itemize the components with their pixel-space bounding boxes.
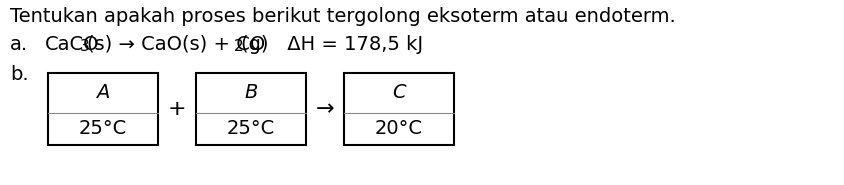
Text: +: + [168,99,187,119]
Bar [344,73,454,145]
Text: B: B [244,83,257,102]
Text: CaCO: CaCO [45,35,100,54]
Text: 2: 2 [234,39,244,54]
Bar [196,73,306,145]
Text: 25°C: 25°C [227,119,275,138]
Text: (s) → CaO(s) + CO: (s) → CaO(s) + CO [87,35,265,54]
Text: C: C [392,83,406,102]
Text: a.: a. [10,35,28,54]
Text: 25°C: 25°C [78,119,127,138]
Text: 20°C: 20°C [375,119,423,138]
Text: →: → [316,99,334,119]
Text: A: A [96,83,110,102]
Text: b.: b. [10,65,29,84]
Text: 3: 3 [79,39,89,54]
Text: (g)   ΔH = 178,5 kJ: (g) ΔH = 178,5 kJ [241,35,423,54]
Bar [48,73,158,145]
Text: Tentukan apakah proses berikut tergolong eksoterm atau endoterm.: Tentukan apakah proses berikut tergolong… [10,7,676,26]
